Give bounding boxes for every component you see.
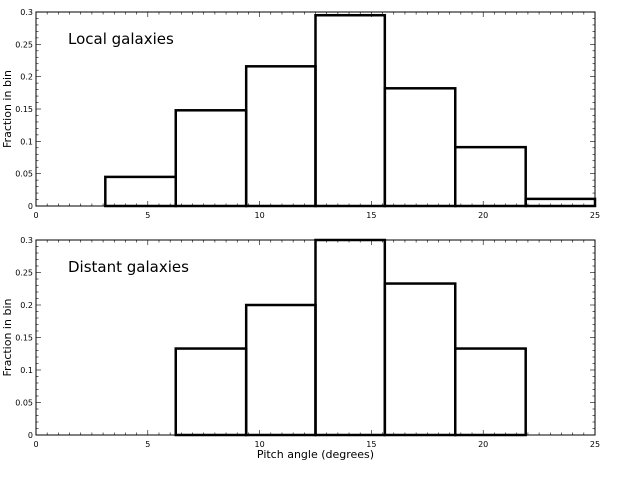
histogram-bar bbox=[244, 303, 317, 437]
y-tick-label: 0.1 bbox=[20, 366, 33, 375]
histogram-bar bbox=[454, 347, 527, 437]
y-tick-label: 0.25 bbox=[15, 40, 33, 49]
histogram-bar bbox=[104, 175, 177, 208]
local-galaxies-panel: 0 5 10 15 20 25 0 0.05 0.1 0.15 0.2 0.25 0.3 Local ga… bbox=[1, 8, 600, 220]
distant-galaxies-panel: 0 5 10 15 20 25 0 0.05 0.1 0.15 0.2 0.25 0.3 Distant … bbox=[1, 236, 600, 461]
histogram-bar bbox=[174, 347, 248, 437]
x-tick-label: 25 bbox=[590, 211, 600, 220]
x-tick-label: 5 bbox=[145, 440, 150, 449]
histogram-bar bbox=[174, 109, 248, 208]
x-tick-label: 0 bbox=[33, 211, 38, 220]
histogram-bar bbox=[524, 197, 597, 208]
y-tick-label: 0 bbox=[28, 431, 33, 440]
histogram-bar bbox=[454, 145, 527, 208]
y-tick-label: 0.3 bbox=[20, 236, 33, 245]
y-tick-label: 0 bbox=[28, 202, 33, 211]
histogram-bar bbox=[383, 87, 457, 208]
histogram-bar bbox=[383, 282, 457, 437]
y-tick-label: 0.15 bbox=[15, 334, 33, 343]
y-tick-label: 0.3 bbox=[20, 8, 33, 17]
y-tick-label: 0.2 bbox=[20, 73, 33, 82]
x-tick-label: 25 bbox=[590, 440, 600, 449]
y-tick-label: 0.1 bbox=[20, 137, 33, 146]
x-tick-label: 10 bbox=[255, 211, 265, 220]
y-tick-label: 0.05 bbox=[15, 399, 33, 408]
x-tick-label: 10 bbox=[255, 440, 265, 449]
x-tick-label: 20 bbox=[478, 211, 488, 220]
y-tick-label: 0.05 bbox=[15, 170, 33, 179]
x-tick-label: 20 bbox=[478, 440, 488, 449]
y-tick-label: 0.15 bbox=[15, 105, 33, 114]
y-axis-label: Fraction in bin bbox=[1, 70, 14, 148]
panel-annotation: Local galaxies bbox=[68, 30, 174, 48]
histogram-bar bbox=[244, 65, 317, 208]
x-tick-label: 5 bbox=[145, 211, 150, 220]
x-tick-label: 15 bbox=[366, 211, 376, 220]
histogram-bar bbox=[314, 238, 387, 437]
y-axis-label: Fraction in bin bbox=[1, 299, 14, 377]
x-axis-label: Pitch angle (degrees) bbox=[257, 448, 374, 461]
y-tick-label: 0.25 bbox=[15, 269, 33, 278]
y-tick-label: 0.2 bbox=[20, 301, 33, 310]
histogram-bar bbox=[314, 13, 387, 208]
x-tick-label: 0 bbox=[33, 440, 38, 449]
panel-annotation: Distant galaxies bbox=[68, 258, 189, 276]
x-tick-label: 15 bbox=[366, 440, 376, 449]
